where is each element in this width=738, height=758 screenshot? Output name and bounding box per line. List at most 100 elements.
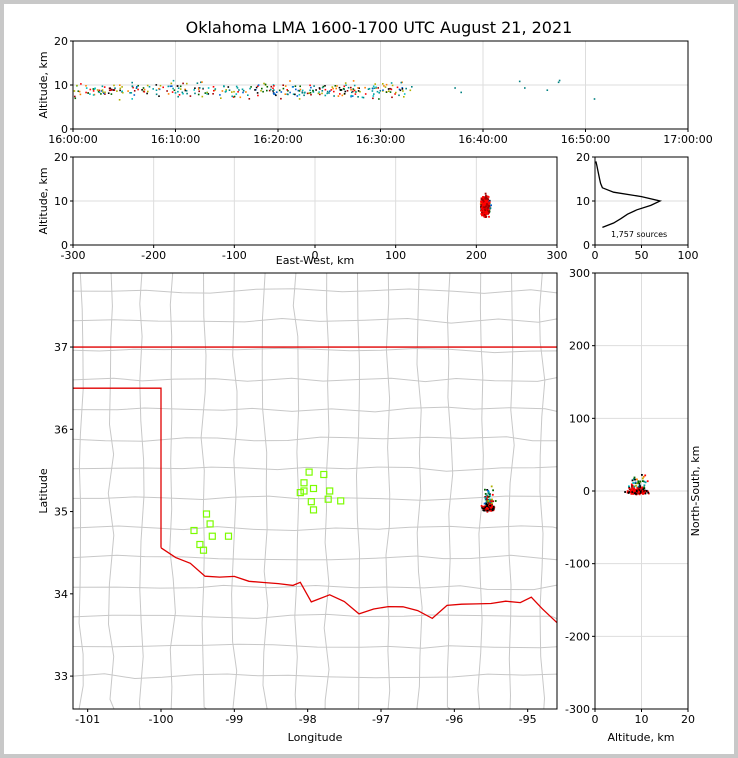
- source-points: [73, 79, 596, 101]
- source-point: [632, 482, 635, 484]
- source-point: [206, 91, 209, 94]
- source-point: [483, 212, 486, 214]
- source-point: [487, 207, 489, 209]
- source-point: [639, 485, 641, 487]
- source-point: [116, 90, 118, 92]
- source-point: [635, 491, 638, 493]
- source-point: [146, 84, 149, 87]
- y-tick-label: 300: [569, 267, 590, 280]
- source-point: [391, 96, 393, 99]
- source-point: [321, 92, 323, 95]
- source-point: [122, 91, 124, 94]
- source-point: [372, 85, 375, 88]
- station-marker: [202, 510, 211, 518]
- source-point: [177, 90, 179, 93]
- y-tick-label: 0: [61, 123, 68, 136]
- source-point: [638, 484, 641, 486]
- source-point: [275, 91, 278, 93]
- x-tick-label: 16:50:00: [561, 133, 610, 146]
- source-point: [480, 505, 483, 507]
- source-point: [353, 84, 356, 87]
- source-point: [628, 487, 631, 490]
- source-point: [644, 481, 647, 484]
- source-point: [524, 87, 526, 89]
- state-border: [73, 346, 558, 624]
- source-point: [357, 87, 359, 89]
- county-line: [508, 272, 515, 710]
- source-point: [483, 506, 485, 509]
- source-point: [235, 85, 238, 88]
- source-point: [342, 87, 345, 90]
- county-line: [72, 673, 558, 680]
- county-line: [72, 377, 558, 383]
- source-point: [486, 508, 489, 510]
- station-marker: [196, 540, 204, 549]
- source-point: [158, 87, 160, 90]
- source-point: [256, 92, 259, 94]
- station-marker: [300, 487, 308, 495]
- county-line: [72, 466, 558, 472]
- station-marker: [300, 479, 308, 487]
- source-point: [482, 208, 484, 211]
- source-point: [100, 93, 102, 95]
- source-point: [312, 90, 314, 92]
- source-point: [131, 85, 134, 88]
- source-point: [355, 91, 357, 93]
- source-point: [486, 208, 489, 210]
- county-line: [416, 272, 423, 710]
- source-point: [179, 88, 182, 90]
- source-point: [231, 91, 233, 93]
- source-point: [635, 492, 637, 495]
- source-point: [630, 483, 633, 486]
- source-point: [486, 195, 489, 198]
- source-point: [357, 90, 360, 92]
- source-point: [250, 86, 252, 88]
- source-point: [403, 96, 405, 98]
- source-point: [481, 211, 483, 214]
- y-tick-label: 34: [54, 588, 68, 601]
- source-point: [287, 93, 289, 96]
- source-point: [494, 500, 497, 502]
- source-point: [220, 97, 222, 99]
- source-point: [636, 486, 639, 489]
- source-point: [491, 504, 494, 507]
- source-point: [225, 90, 227, 92]
- source-point: [339, 89, 342, 91]
- source-point: [257, 84, 260, 86]
- county-line: [138, 272, 145, 710]
- source-point: [484, 202, 487, 205]
- source-point: [372, 97, 374, 100]
- x-tick-label: -100: [149, 713, 174, 726]
- source-point: [486, 510, 489, 513]
- source-point: [486, 211, 488, 214]
- source-point: [641, 477, 644, 480]
- x-tick-label: -98: [299, 713, 317, 726]
- plot-frame: [72, 272, 558, 710]
- source-point: [198, 90, 200, 93]
- y-tick-label: 20: [54, 35, 68, 48]
- source-point: [182, 92, 184, 95]
- source-point: [158, 95, 160, 97]
- source-point: [347, 86, 350, 89]
- source-point: [282, 84, 284, 86]
- source-point: [485, 196, 487, 199]
- source-point: [483, 215, 486, 218]
- x-axis-label: Longitude: [288, 731, 343, 744]
- source-point: [403, 93, 406, 95]
- x-tick-label: -97: [372, 713, 390, 726]
- source-point: [488, 508, 491, 511]
- source-point: [275, 94, 277, 97]
- plan-view-map-panel: -101 -100 -99 -98 -97 -96 -95 33 34 35 36 37 Latitu…: [37, 272, 558, 744]
- x-tick-label: 0: [592, 713, 599, 726]
- source-point: [248, 98, 251, 100]
- source-point: [352, 80, 355, 82]
- source-point: [486, 500, 489, 503]
- source-point: [638, 482, 641, 485]
- source-point: [491, 502, 493, 505]
- source-point: [336, 85, 338, 87]
- source-point: [331, 86, 334, 88]
- source-point: [221, 90, 224, 92]
- source-point: [487, 489, 489, 492]
- source-point: [166, 90, 168, 92]
- y-tick-label: 0: [583, 485, 590, 498]
